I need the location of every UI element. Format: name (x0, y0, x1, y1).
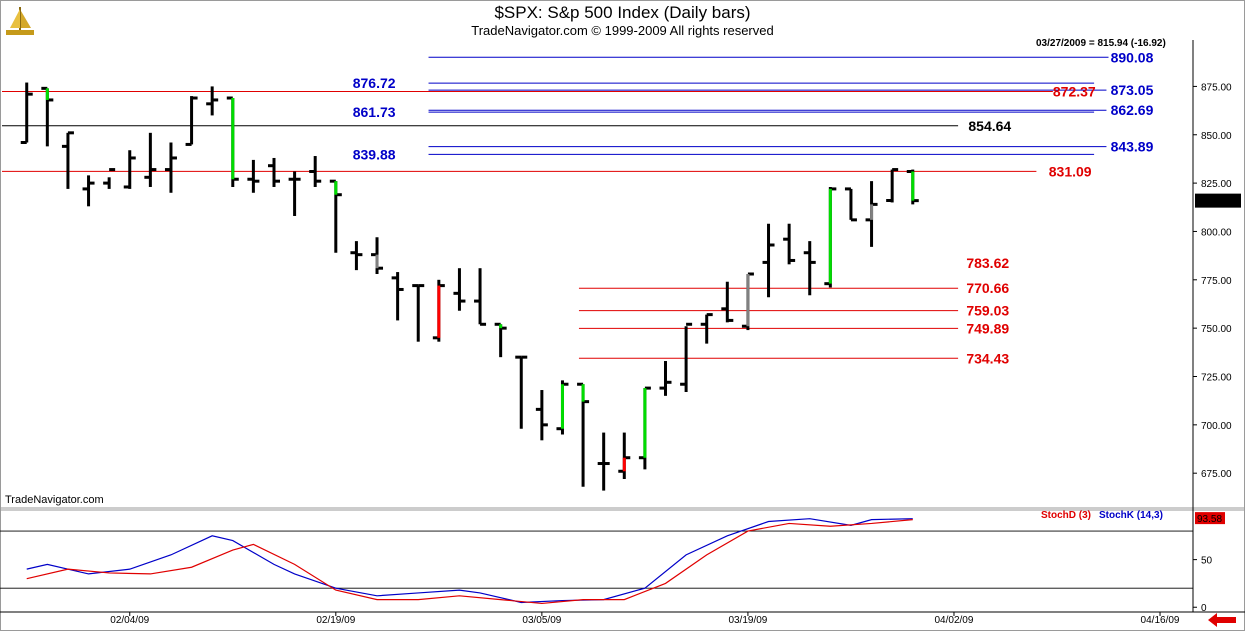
stoch-last-box (1195, 512, 1225, 525)
level-label: 759.03 (966, 303, 1009, 319)
stochastic-legend: StochD (3) StochK (14,3) (1041, 510, 1163, 521)
y-tick-label: 700.00 (1201, 421, 1232, 432)
x-tick-label: 03/19/09 (728, 615, 767, 626)
ohlc-bar (577, 382, 590, 487)
level-label: 783.62 (966, 255, 1009, 271)
x-tick-label: 04/02/09 (935, 615, 974, 626)
ohlc-bar (906, 169, 919, 205)
level-label: 839.88 (353, 146, 396, 162)
stoch-d-line (26, 519, 913, 605)
ohlc-bar (824, 186, 837, 288)
ohlc-bar (61, 131, 74, 189)
level-label: 734.43 (966, 350, 1009, 366)
ohlc-bar (721, 281, 734, 323)
ohlc-bar (206, 86, 219, 116)
ohlc-bar (82, 175, 95, 207)
ohlc-bar (618, 432, 631, 479)
level-label: 876.72 (353, 75, 396, 91)
ohlc-bar (164, 142, 177, 193)
y-tick-label: 875.00 (1201, 82, 1232, 93)
level-label: 862.69 (1111, 102, 1154, 118)
ohlc-bar (535, 390, 548, 441)
stoch-tick-label: 50 (1201, 556, 1213, 567)
ohlc-bar (41, 86, 54, 147)
ohlc-bar (762, 223, 775, 298)
ohlc-bar (20, 82, 33, 144)
y-tick-label: 750.00 (1201, 324, 1232, 335)
y-tick-label: 775.00 (1201, 276, 1232, 287)
ohlc-bar (700, 313, 713, 344)
chart-title: $SPX: S&p 500 Index (Daily bars) (494, 3, 751, 22)
ohlc-bar (556, 380, 569, 435)
level-label: 770.66 (966, 280, 1009, 296)
ohlc-bar (597, 432, 610, 491)
chart-subtitle: TradeNavigator.com © 1999-2009 All right… (471, 23, 774, 38)
y-tick-label: 675.00 (1201, 469, 1232, 480)
ohlc-bar (638, 386, 651, 470)
stoch-last-label: 93.58 (1197, 514, 1222, 525)
watermark: TradeNavigator.com (5, 494, 104, 506)
ohlc-bar (247, 159, 260, 193)
y-tick-label: 800.00 (1201, 227, 1232, 238)
level-label: 873.05 (1111, 82, 1154, 98)
x-tick-label: 04/16/09 (1141, 615, 1180, 626)
y-tick-label: 725.00 (1201, 372, 1232, 383)
level-label: 890.08 (1111, 49, 1154, 65)
ohlc-bar (886, 168, 899, 203)
ohlc-bar (741, 272, 754, 331)
ohlc-bar (865, 181, 878, 247)
y-tick-label: 825.00 (1201, 179, 1232, 190)
ohlc-bar (103, 168, 116, 189)
ohlc-bar (803, 241, 816, 296)
ohlc-bar (185, 96, 198, 146)
y-tick-label: 850.00 (1201, 131, 1232, 142)
stoch-k-line (26, 518, 913, 604)
scroll-left-arrow-icon[interactable] (1207, 612, 1237, 628)
sailboat-logo-icon (6, 7, 34, 35)
x-tick-label: 02/19/09 (316, 615, 355, 626)
ohlc-bar (226, 96, 239, 187)
ohlc-bar (783, 223, 796, 265)
ohlc-bar (659, 361, 672, 396)
ohlc-bar (144, 132, 157, 187)
ohlc-bar (350, 241, 363, 271)
ohlc-bar (680, 322, 693, 392)
ohlc-bar (329, 179, 342, 253)
ohlc-bar (412, 284, 425, 342)
last-price-box (1195, 193, 1241, 208)
stoch-k-legend: StochK (14,3) (1099, 510, 1163, 521)
level-label: 749.89 (966, 320, 1009, 336)
level-label: 843.89 (1111, 139, 1154, 155)
stoch-d-legend: StochD (3) (1041, 510, 1091, 521)
level-label: 854.64 (968, 118, 1011, 134)
ohlc-bar (288, 171, 301, 216)
ohlc-bar (371, 237, 384, 274)
ohlc-bar (309, 156, 322, 187)
x-tick-label: 02/04/09 (110, 615, 149, 626)
level-label: 861.73 (353, 104, 396, 120)
last-price-label: 815.94 (1198, 197, 1229, 208)
last-price-stamp: 03/27/2009 = 815.94 (-16.92) (1036, 38, 1166, 49)
stoch-tick-label: 0 (1201, 603, 1207, 614)
ohlc-bar (391, 272, 404, 321)
ohlc-bar (432, 279, 445, 342)
ohlc-bar (844, 187, 857, 222)
level-label: 831.09 (1049, 163, 1092, 179)
ohlc-bar (267, 157, 280, 187)
ohlc-bar (453, 268, 466, 311)
ohlc-bar (474, 268, 487, 326)
level-label: 872.37 (1053, 83, 1096, 99)
ohlc-bar (123, 150, 136, 189)
x-tick-label: 03/05/09 (522, 615, 561, 626)
ohlc-bar (515, 355, 528, 429)
ohlc-bar (494, 322, 507, 358)
